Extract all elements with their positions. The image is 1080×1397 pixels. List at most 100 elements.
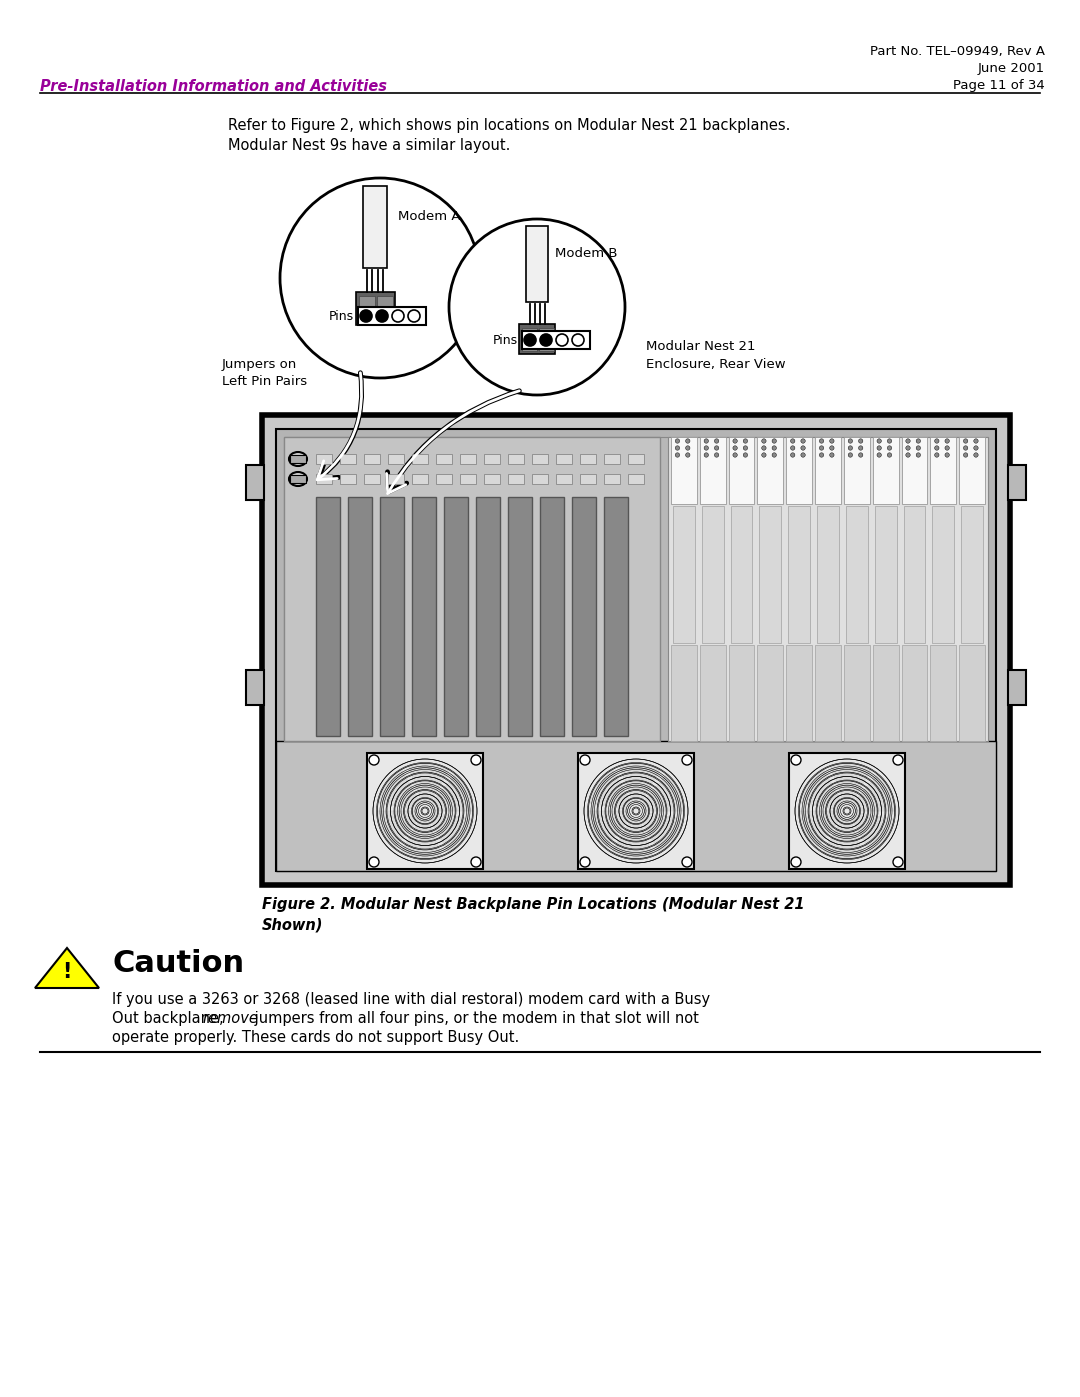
Circle shape [888,453,892,457]
FancyBboxPatch shape [700,437,726,504]
Polygon shape [799,812,840,848]
Circle shape [848,446,852,450]
FancyBboxPatch shape [627,474,644,483]
Text: Modular Nest 9s have a similar layout.: Modular Nest 9s have a similar layout. [228,138,511,154]
Circle shape [963,439,968,443]
Circle shape [906,453,910,457]
Circle shape [540,334,552,346]
Circle shape [408,310,420,321]
FancyBboxPatch shape [532,474,548,483]
FancyBboxPatch shape [246,671,264,705]
FancyBboxPatch shape [284,437,660,740]
Circle shape [877,446,881,450]
FancyBboxPatch shape [786,437,812,504]
FancyBboxPatch shape [291,475,306,483]
FancyBboxPatch shape [669,437,988,740]
FancyBboxPatch shape [316,474,332,483]
FancyBboxPatch shape [364,474,380,483]
Text: !: ! [63,963,71,982]
FancyBboxPatch shape [843,437,869,504]
Polygon shape [643,774,684,812]
FancyBboxPatch shape [843,644,869,740]
Polygon shape [620,763,660,802]
Circle shape [934,446,939,450]
Text: Modem A: Modem A [399,210,460,224]
FancyBboxPatch shape [572,497,596,736]
Text: Part No. TEL–09949, Rev A: Part No. TEL–09949, Rev A [870,45,1045,59]
FancyArrowPatch shape [318,373,362,479]
Circle shape [675,446,679,450]
Text: Enclosure, Rear View: Enclosure, Rear View [646,358,785,372]
Circle shape [945,446,949,450]
Circle shape [974,446,978,450]
FancyBboxPatch shape [276,740,996,870]
FancyBboxPatch shape [902,644,928,740]
FancyArrowPatch shape [387,391,519,493]
Circle shape [801,453,806,457]
Circle shape [704,439,708,443]
Text: Shown): Shown) [262,916,323,932]
FancyBboxPatch shape [873,644,899,740]
Text: Page 11 of 34: Page 11 of 34 [954,80,1045,92]
FancyBboxPatch shape [815,437,841,504]
Circle shape [791,856,801,868]
FancyBboxPatch shape [846,506,867,643]
Polygon shape [612,820,652,859]
FancyBboxPatch shape [377,310,393,321]
FancyBboxPatch shape [627,454,644,464]
Circle shape [820,446,824,450]
Circle shape [449,219,625,395]
FancyBboxPatch shape [786,644,812,740]
Text: Modular Nest 21: Modular Nest 21 [646,339,756,353]
FancyBboxPatch shape [757,437,783,504]
Circle shape [801,439,806,443]
Polygon shape [35,949,99,988]
Text: Modem B: Modem B [555,247,618,260]
Circle shape [963,446,968,450]
Circle shape [829,446,834,450]
Text: Jumpers on
Left Pin Pairs: Jumpers on Left Pin Pairs [222,358,307,388]
FancyBboxPatch shape [246,465,264,500]
Circle shape [280,177,480,379]
Circle shape [934,453,939,457]
Circle shape [369,754,379,766]
FancyBboxPatch shape [875,506,896,643]
Circle shape [743,439,747,443]
Circle shape [934,439,939,443]
FancyBboxPatch shape [411,497,436,736]
FancyBboxPatch shape [508,454,524,464]
Text: June 2001: June 2001 [977,61,1045,75]
Circle shape [743,453,747,457]
FancyBboxPatch shape [460,474,476,483]
Circle shape [877,439,881,443]
FancyBboxPatch shape [540,497,564,736]
Circle shape [524,334,536,346]
Polygon shape [378,770,420,809]
FancyBboxPatch shape [671,437,697,504]
FancyBboxPatch shape [604,497,627,736]
Text: remove: remove [202,1011,258,1025]
Circle shape [714,439,719,443]
Circle shape [888,439,892,443]
Text: operate properly. These cards do not support Busy Out.: operate properly. These cards do not sup… [112,1030,519,1045]
Circle shape [471,754,481,766]
FancyBboxPatch shape [519,324,555,353]
FancyBboxPatch shape [484,454,500,464]
FancyBboxPatch shape [357,307,426,326]
Polygon shape [401,820,442,859]
Circle shape [572,334,584,346]
FancyBboxPatch shape [340,454,356,464]
Circle shape [974,439,978,443]
Polygon shape [799,770,842,809]
Circle shape [820,453,824,457]
FancyBboxPatch shape [436,474,453,483]
FancyBboxPatch shape [411,474,428,483]
FancyBboxPatch shape [539,328,554,338]
FancyBboxPatch shape [316,497,340,736]
FancyBboxPatch shape [380,497,404,736]
Text: Out backplane,: Out backplane, [112,1011,228,1025]
Circle shape [791,439,795,443]
Circle shape [761,439,766,443]
Circle shape [580,856,590,868]
Polygon shape [852,813,894,852]
